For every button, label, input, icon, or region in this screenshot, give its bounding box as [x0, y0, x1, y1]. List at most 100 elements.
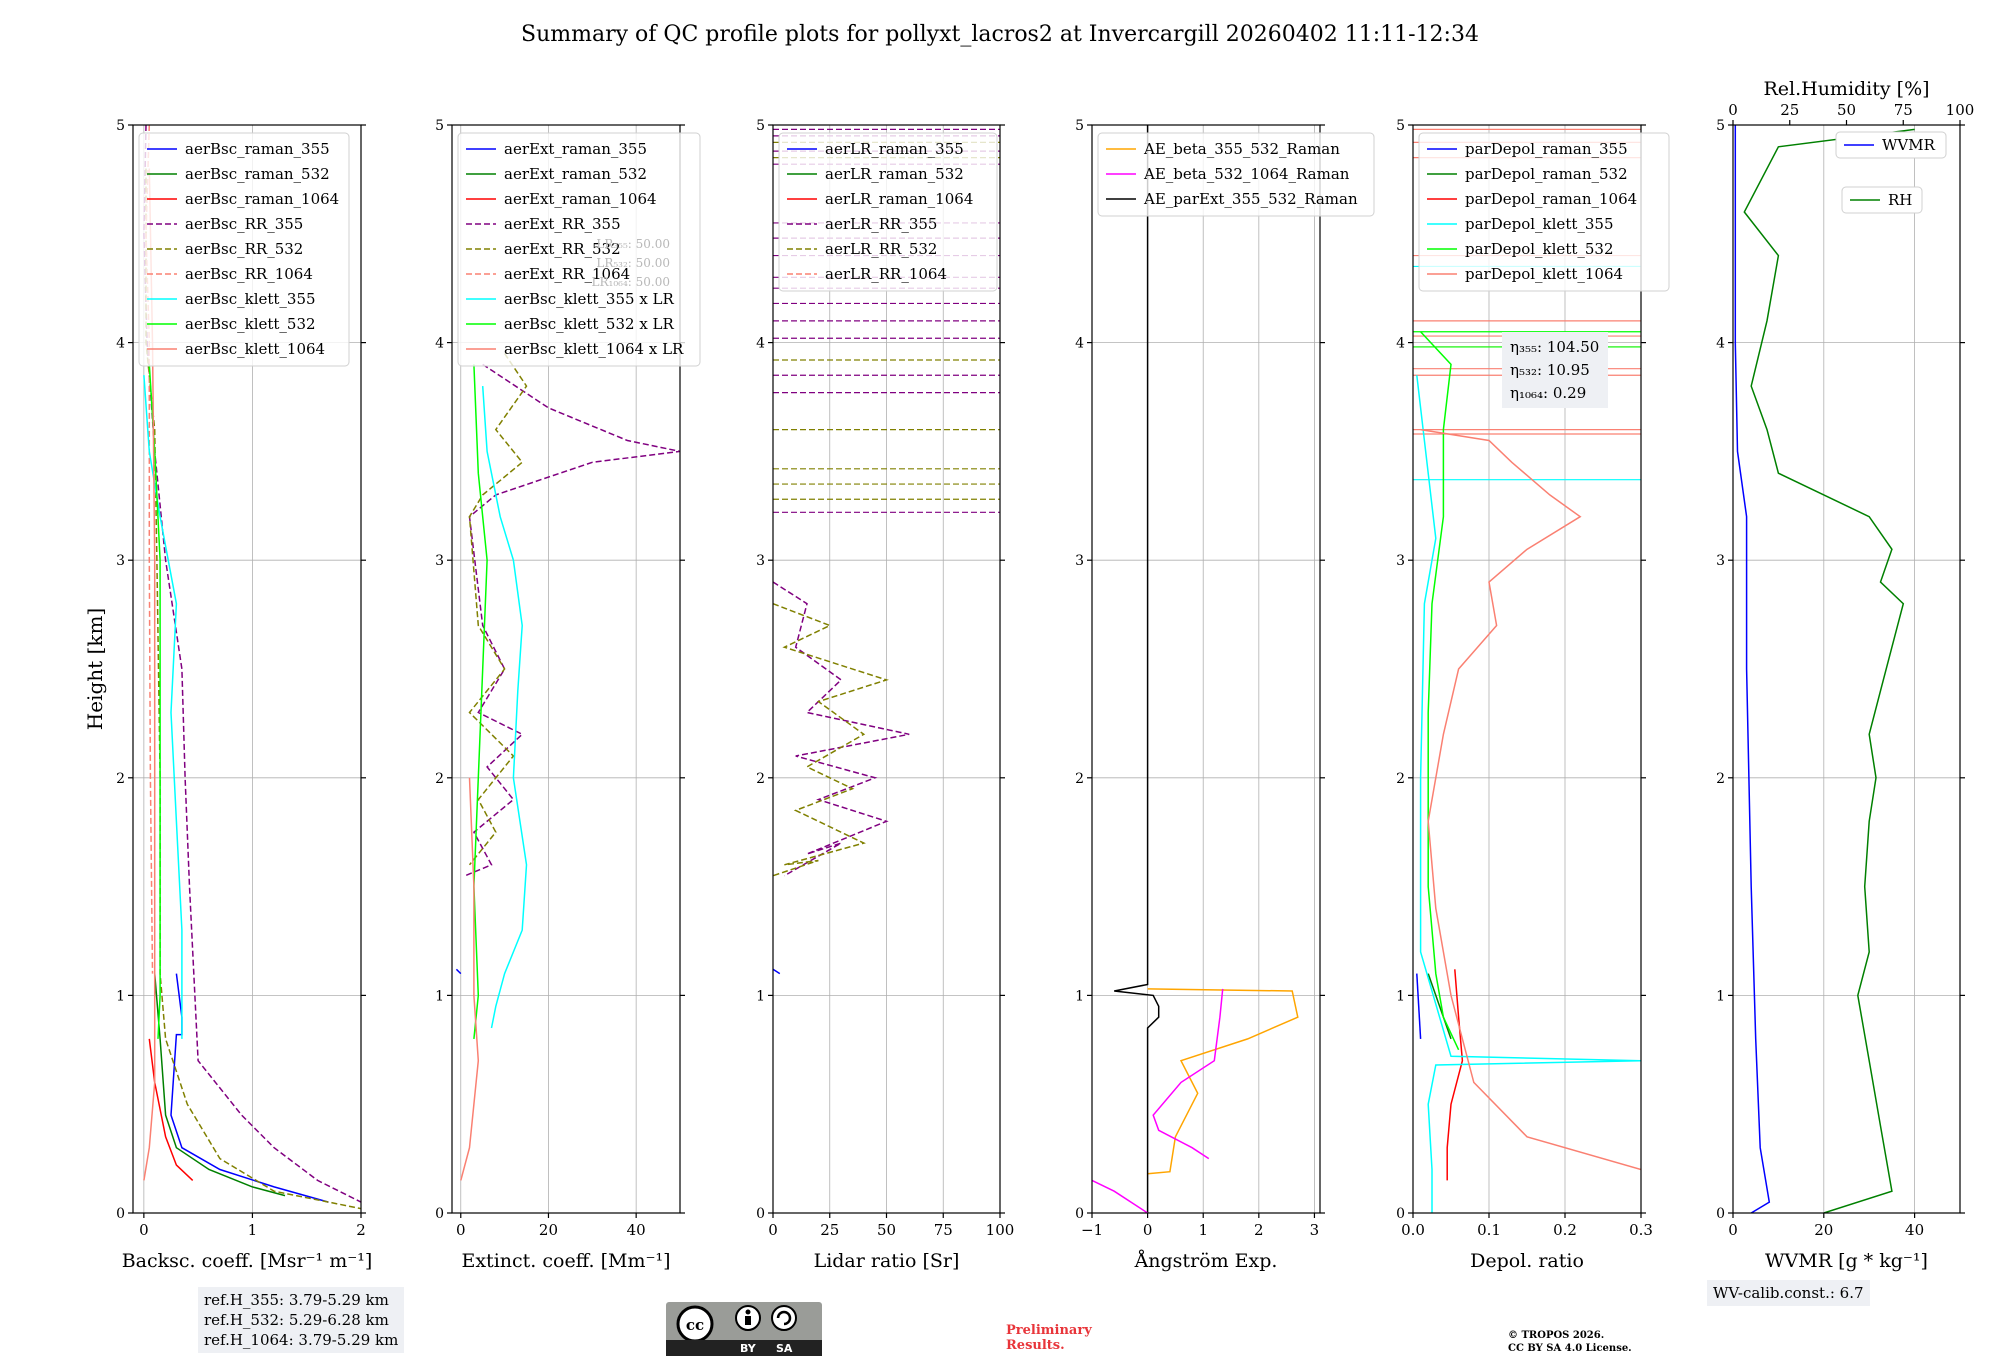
xtick-label: 20 [539, 1221, 558, 1239]
ytick-label: 0 [1075, 1206, 1084, 1222]
legend-label: aerLR_raman_1064 [825, 190, 973, 208]
ytick-label: 4 [116, 336, 125, 352]
legend-label: aerExt_raman_355 [504, 140, 647, 158]
ytick-label: 3 [756, 553, 765, 569]
yaxis-label: Height [km] [83, 608, 107, 730]
ytick-label: 1 [1396, 988, 1405, 1004]
ytick-label: 5 [435, 118, 444, 134]
eta-value: η₁₀₆₄: 0.29 [1510, 384, 1586, 402]
ytick-label: 4 [435, 336, 444, 352]
series-line-aerbsc-raman-532 [153, 973, 286, 1197]
legend-label: parDepol_raman_355 [1465, 140, 1628, 158]
ref-height-1064: ref.H_1064: 3.79-5.29 km [204, 1331, 399, 1349]
legend-label: AE_beta_355_532_Raman [1143, 140, 1340, 158]
xaxis-label: Lidar ratio [Sr] [814, 1250, 960, 1272]
legend-box [138, 132, 350, 367]
legend-wvmr: WVMR [1835, 131, 1947, 159]
wv-calib-box: WV-calib.const.: 6.7 [1707, 1280, 1870, 1306]
panel-extinction: aerExt_raman_355 aerExt_raman_532 aerExt_r… [447, 124, 701, 1218]
xtick-label: 0.1 [1477, 1221, 1501, 1239]
series-line-aerext-rr-355 [464, 363, 680, 877]
legend-label: AE_beta_532_1064_Raman [1143, 165, 1350, 183]
license-line-2: CC BY SA 4.0 License. [1508, 1343, 1632, 1354]
xtick-label: 20 [1814, 1221, 1833, 1239]
cc-sa-label: SA [776, 1342, 793, 1355]
series-line-ae-low [1092, 1179, 1149, 1213]
legend-label: aerBsc_RR_355 [185, 215, 303, 233]
xtick-label: 0 [1728, 1221, 1738, 1239]
axes-frame [1412, 124, 1642, 1214]
legend-label: aerBsc_raman_1064 [185, 190, 339, 208]
panel-depol: parDepol_raman_355 parDepol_raman_532 parD… [1408, 124, 1670, 1218]
legend-backscatter: aerBsc_raman_355 aerBsc_raman_532 aerBsc_r… [138, 132, 350, 367]
plot-area-backscatter [143, 125, 361, 1210]
top-xtick-label: 75 [1894, 101, 1913, 119]
ytick-label: 1 [1716, 988, 1725, 1004]
top-xtick-label: 0 [1728, 101, 1738, 119]
ytick-label: 3 [116, 553, 125, 569]
figure-title: Summary of QC profile plots for pollyxt_… [521, 22, 1479, 47]
ytick-label: 0 [116, 1206, 125, 1222]
top-xaxis-label: Rel.Humidity [%] [1763, 78, 1929, 100]
lr-annotation: LR₁₀₆₄: 50.00 [592, 275, 670, 289]
ytick-label: 5 [1716, 118, 1725, 134]
ytick-label: 4 [1396, 336, 1405, 352]
xtick-label: −1 [1081, 1221, 1103, 1239]
panel-lidar_ratio: aerLR_raman_355 aerLR_raman_532 aerLR_rama… [768, 124, 1005, 1218]
xtick-label: 75 [934, 1221, 953, 1239]
xtick-label: 40 [1905, 1221, 1924, 1239]
ytick-label: 1 [1075, 988, 1084, 1004]
legend-depol: parDepol_raman_355 parDepol_raman_532 parD… [1418, 132, 1670, 292]
legend-box [1841, 186, 1923, 214]
xtick-label: 0.3 [1629, 1221, 1653, 1239]
xaxis-label: Extinct. coeff. [Mm⁻¹] [461, 1250, 670, 1272]
ref-height-532: ref.H_532: 5.29-6.28 km [204, 1311, 389, 1329]
ytick-label: 2 [756, 771, 765, 787]
panel-backscatter: aerBsc_raman_355 aerBsc_raman_532 aerBsc_r… [128, 124, 366, 1218]
ytick-label: 3 [1716, 553, 1725, 569]
ref-height-355: ref.H_355: 3.79-5.29 km [204, 1291, 389, 1309]
ytick-label: 2 [435, 771, 444, 787]
legend-label: aerBsc_klett_355 [185, 290, 316, 308]
legend-label: AE_parExt_355_532_Raman [1143, 190, 1358, 208]
legend-rh: RH [1841, 186, 1923, 214]
preliminary-note: Preliminary Results. [1006, 1323, 1092, 1353]
preliminary-line-2: Results. [1006, 1338, 1065, 1353]
xaxis-label: Ångström Exp. [1134, 1250, 1278, 1272]
legend-label: parDepol_raman_1064 [1465, 190, 1637, 208]
top-xtick-label: 100 [1946, 101, 1975, 119]
series-line-ae-beta-355-532-raman [1147, 988, 1299, 1175]
series-line-aerbsc-klett-1064 [143, 168, 156, 1181]
legend-label: parDepol_raman_532 [1465, 165, 1628, 183]
legend-label: aerBsc_raman_355 [185, 140, 330, 158]
lr-annotation: LR₅₃₂: 50.00 [596, 256, 670, 270]
legend-label: aerBsc_RR_532 [185, 240, 303, 258]
xtick-label: 3 [1310, 1221, 1320, 1239]
eta-box: η₃₅₅: 104.50 η₅₃₂: 10.95 η₁₀₆₄: 0.29 [1502, 332, 1608, 408]
xaxis-label: Backsc. coeff. [Msr⁻¹ m⁻¹] [122, 1250, 373, 1272]
series-line-aerlr-rr-355 [773, 581, 910, 877]
xtick-label: 0.2 [1553, 1221, 1577, 1239]
ytick-label: 5 [756, 118, 765, 134]
xtick-label: 0 [768, 1221, 778, 1239]
series-line-ae-beta-532-1064-raman [1152, 988, 1224, 1160]
legend-label: aerBsc_klett_355 x LR [504, 290, 675, 308]
legend-label: aerExt_RR_532 [504, 240, 621, 258]
xtick-label: 50 [877, 1221, 896, 1239]
series-line-pardepol-klett-355 [1416, 375, 1641, 1213]
xtick-label: 0 [139, 1221, 149, 1239]
legend-label: WVMR [1882, 136, 1936, 154]
series-line-aerbsc-raman-355 [170, 973, 329, 1203]
xtick-label: 25 [820, 1221, 839, 1239]
license-line-1: © TROPOS 2026. [1508, 1330, 1605, 1341]
series-line-pardepol-klett-532 [1420, 331, 1460, 1051]
legend-label: aerBsc_raman_532 [185, 165, 330, 183]
eta-box-bg [1502, 332, 1608, 408]
legend-label: aerBsc_klett_1064 [185, 340, 325, 358]
axes-frame [1091, 124, 1321, 1214]
legend-label: aerBsc_klett_1064 x LR [504, 340, 684, 358]
xtick-label: 0 [1143, 1221, 1153, 1239]
ytick-label: 1 [116, 988, 125, 1004]
legend-box [457, 132, 701, 367]
xtick-label: 1 [248, 1221, 258, 1239]
